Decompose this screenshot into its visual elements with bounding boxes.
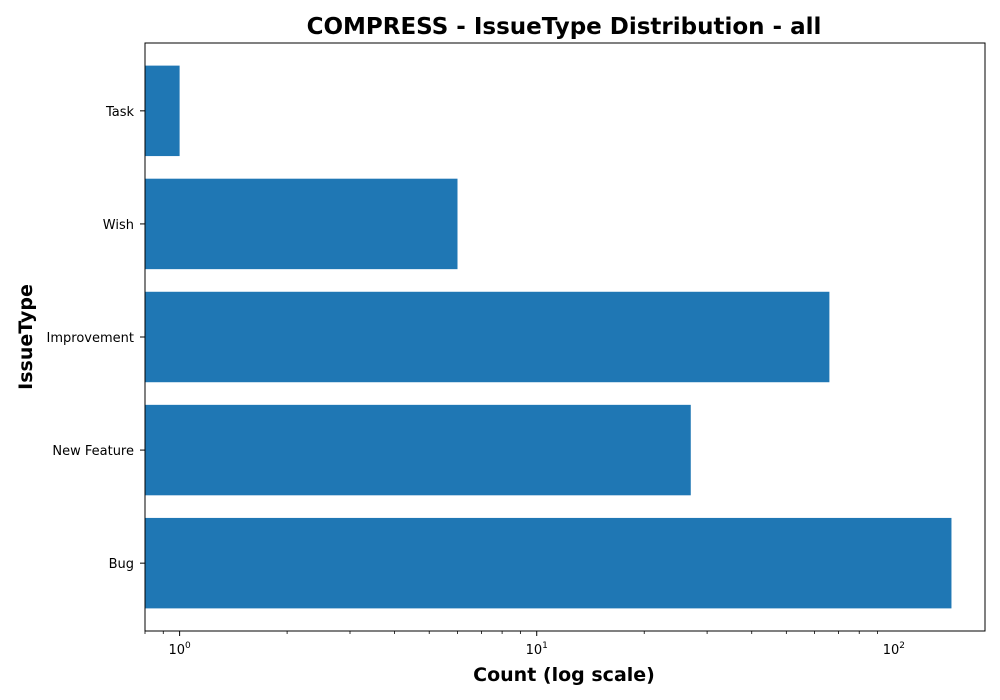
- bar-wish: [145, 178, 458, 270]
- x-tick-label: 102: [883, 641, 905, 658]
- y-tick-label-bug: Bug: [109, 557, 134, 572]
- bars-group: [145, 65, 952, 609]
- plot-frame: [144, 42, 986, 632]
- y-tick-label-improvement: Improvement: [47, 331, 134, 346]
- chart-title: COMPRESS - IssueType Distribution - all: [307, 14, 822, 40]
- ticks-group: Bug New Feature Improvement Wish Task 100 101 1…: [47, 105, 905, 658]
- y-tick-label-wish: Wish: [103, 218, 134, 233]
- bar-new-feature: [145, 404, 691, 496]
- y-tick-label-new-feature: New Feature: [52, 444, 134, 459]
- x-axis-label: Count (log scale): [473, 664, 655, 686]
- y-tick-label-task: Task: [105, 105, 135, 120]
- y-axis-label: IssueType: [15, 284, 37, 390]
- bar-task: [145, 65, 180, 157]
- bar-bug: [145, 517, 952, 609]
- bar-improvement: [145, 291, 830, 383]
- x-tick-label: 100: [168, 641, 191, 658]
- x-tick-label: 101: [526, 641, 548, 658]
